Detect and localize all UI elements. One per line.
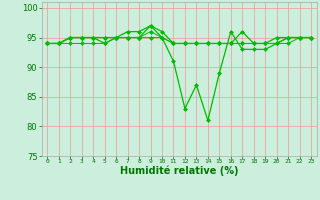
X-axis label: Humidité relative (%): Humidité relative (%) bbox=[120, 165, 238, 176]
